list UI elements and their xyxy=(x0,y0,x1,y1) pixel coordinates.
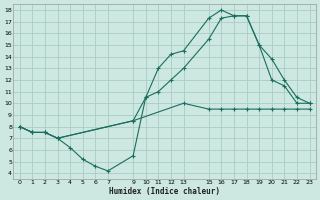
X-axis label: Humidex (Indice chaleur): Humidex (Indice chaleur) xyxy=(109,187,220,196)
